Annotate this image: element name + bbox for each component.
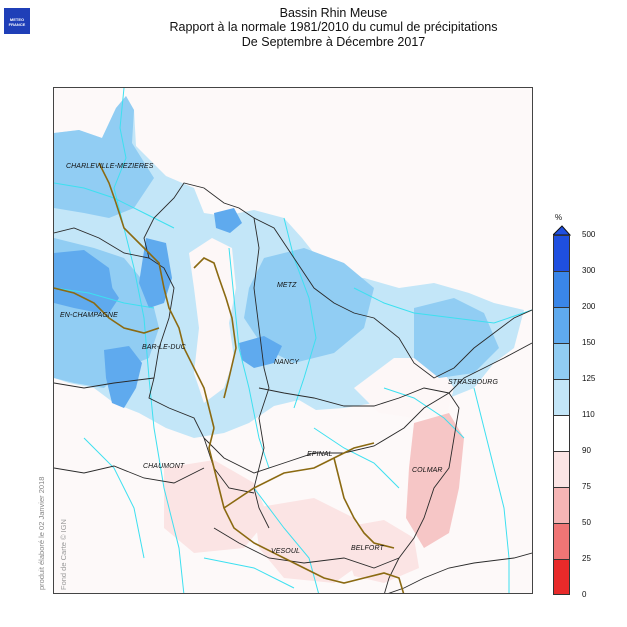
basin-boundary	[54, 162, 405, 593]
legend-swatch-200-300	[553, 271, 570, 307]
legend-label-500: 500	[582, 230, 596, 239]
place-vesoul: VESOUL	[271, 548, 300, 555]
background-credit-text: Fond de Carte © IGN	[59, 519, 68, 590]
neutral-vosges	[354, 358, 454, 418]
department-borders	[54, 182, 532, 593]
map-title: Bassin Rhin Meuse	[279, 6, 388, 20]
place-chaumont: CHAUMONT	[143, 463, 185, 470]
place-nancy: NANCY	[274, 359, 300, 366]
legend-swatch-90-110	[553, 415, 570, 451]
place-bar-le-duc: BAR-LE-DUC	[142, 344, 186, 351]
legend-label-0: 0	[582, 590, 587, 599]
dry-zone-vesoul	[254, 498, 369, 583]
neutral-corridor	[189, 238, 236, 403]
legend-swatch-110-125	[553, 379, 570, 415]
legend-swatch-125-150	[553, 343, 570, 379]
dry-zone-belfort	[339, 520, 419, 583]
strong-wet-2	[139, 238, 172, 308]
legend-swatch-300-500	[553, 235, 570, 271]
strong-wet-3	[104, 346, 142, 408]
precipitation-map: CHARLEVILLE-MEZIERES METZ EN-CHAMPAGNE B…	[53, 87, 533, 594]
legend-swatch-25-50	[553, 523, 570, 559]
place-charleville-mezieres: CHARLEVILLE-MEZIERES	[66, 163, 154, 170]
legend-label-300: 300	[582, 266, 596, 275]
map-subtitle: Rapport à la normale 1981/2010 du cumul …	[169, 20, 498, 34]
legend-swatch-50-75	[553, 487, 570, 523]
place-epinal: EPINAL	[307, 451, 333, 458]
legend-label-50: 50	[582, 518, 591, 527]
legend-swatch-150-200	[553, 307, 570, 343]
logo-text-line2: FRANCE	[8, 22, 26, 27]
legend-swatch-75-90	[553, 451, 570, 487]
legend-label-75: 75	[582, 482, 591, 491]
legend-label-110: 110	[582, 410, 595, 419]
legend-label-25: 25	[582, 554, 591, 563]
legend-swatch-0-25	[553, 559, 570, 595]
dry-zone-alsace	[406, 413, 464, 548]
place-en-champagne: EN-CHAMPAGNE	[60, 312, 118, 319]
legend-unit: %	[555, 213, 563, 222]
dry-zone-south-west	[164, 460, 269, 553]
legend-label-125: 125	[582, 374, 596, 383]
wet-zone-lorraine	[244, 248, 374, 363]
place-belfort: BELFORT	[351, 545, 384, 552]
place-strasbourg: STRASBOURG	[448, 379, 499, 386]
legend-label-200: 200	[582, 302, 596, 311]
logo-text-line1: METEO	[9, 17, 25, 22]
strong-wet-5	[214, 208, 242, 233]
meteo-france-logo: METEO FRANCE	[4, 8, 30, 34]
wet-zone-alsace-north	[414, 298, 499, 378]
legend-label-90: 90	[582, 446, 591, 455]
place-metz: METZ	[277, 282, 297, 289]
map-period: De Septembre à Décembre 2017	[241, 35, 426, 49]
legend-label-150: 150	[582, 338, 596, 347]
production-date-text: produit élaboré le 02 Janvier 2018	[37, 476, 46, 590]
map-canvas	[54, 88, 532, 593]
strong-wet-4	[239, 336, 282, 368]
place-colmar: COLMAR	[412, 467, 443, 474]
